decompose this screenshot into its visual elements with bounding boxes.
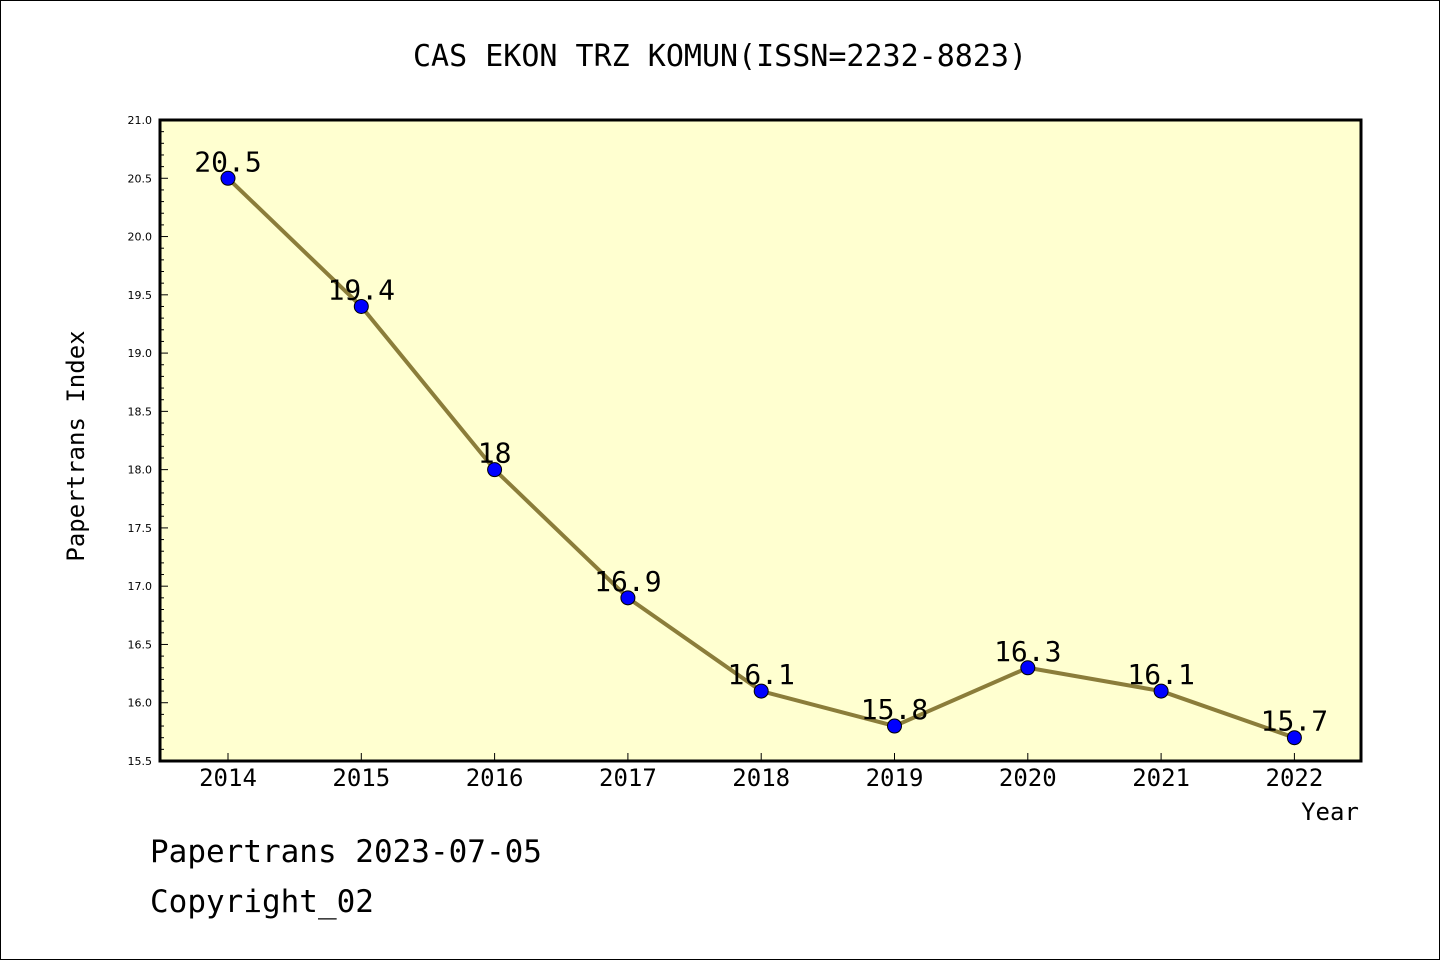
data-point bbox=[620, 590, 636, 606]
x-tick-label: 2015 bbox=[332, 764, 390, 792]
y-tick-label: 21.0 bbox=[128, 114, 153, 127]
data-point bbox=[220, 170, 236, 186]
y-tick-label: 16.5 bbox=[128, 638, 153, 651]
data-label: 15.8 bbox=[861, 693, 928, 726]
y-tick-label: 18.5 bbox=[128, 405, 153, 418]
y-tick-label: 19.5 bbox=[128, 289, 153, 302]
chart-title: CAS EKON TRZ KOMUN(ISSN=2232-8823) bbox=[413, 39, 1027, 74]
x-tick-label: 2016 bbox=[466, 764, 524, 792]
x-tick-label: 2020 bbox=[999, 764, 1057, 792]
data-label: 16.9 bbox=[594, 565, 661, 598]
data-point bbox=[487, 462, 503, 478]
x-tick-label: 2022 bbox=[1266, 764, 1324, 792]
x-tick-label: 2014 bbox=[199, 764, 257, 792]
x-axis: 2014 2015 2016 2017 2018 2019 2020 2021 2022 bbox=[199, 753, 1323, 792]
data-label: 20.5 bbox=[194, 145, 261, 178]
x-tick-label: 2018 bbox=[732, 764, 790, 792]
y-tick-label: 19.0 bbox=[128, 347, 153, 360]
data-point bbox=[1153, 683, 1169, 699]
y-tick-label: 17.5 bbox=[128, 522, 153, 535]
x-tick-label: 2017 bbox=[599, 764, 657, 792]
y-axis: 15.5 16.0 16.5 17.0 17.5 18.0 18.5 19.0 19.5 20.0… bbox=[128, 114, 168, 768]
y-tick-label: 16.0 bbox=[128, 697, 153, 710]
data-label: 16.1 bbox=[1127, 658, 1194, 691]
x-tick-label: 2019 bbox=[866, 764, 924, 792]
data-label: 16.3 bbox=[994, 635, 1061, 668]
data-point bbox=[887, 718, 902, 734]
data-label: 18 bbox=[478, 437, 512, 470]
y-tick-label: 15.5 bbox=[128, 755, 153, 768]
data-labels: 20.5 19.4 18 16.9 16.1 15.8 16.3 16.1 15.7 bbox=[194, 145, 1328, 737]
data-point bbox=[1020, 660, 1036, 676]
data-point bbox=[1286, 730, 1302, 746]
y-tick-label: 17.0 bbox=[128, 580, 153, 593]
data-label: 16.1 bbox=[727, 658, 794, 691]
data-point bbox=[753, 683, 769, 699]
series-markers bbox=[220, 170, 1302, 746]
data-label: 19.4 bbox=[328, 273, 395, 306]
footer-date: Papertrans 2023-07-05 bbox=[150, 834, 542, 870]
y-axis-label: Papertrans Index bbox=[62, 330, 90, 561]
plot-area bbox=[158, 118, 1363, 763]
footer-copyright: Copyright_02 bbox=[150, 884, 374, 920]
y-tick-label: 20.0 bbox=[128, 231, 153, 244]
y-tick-label: 18.0 bbox=[128, 464, 153, 477]
data-label: 15.7 bbox=[1261, 705, 1328, 738]
x-tick-label: 2021 bbox=[1132, 764, 1190, 792]
y-tick-label: 20.5 bbox=[128, 172, 153, 185]
x-axis-label: Year bbox=[1301, 798, 1359, 826]
data-point bbox=[353, 298, 369, 314]
